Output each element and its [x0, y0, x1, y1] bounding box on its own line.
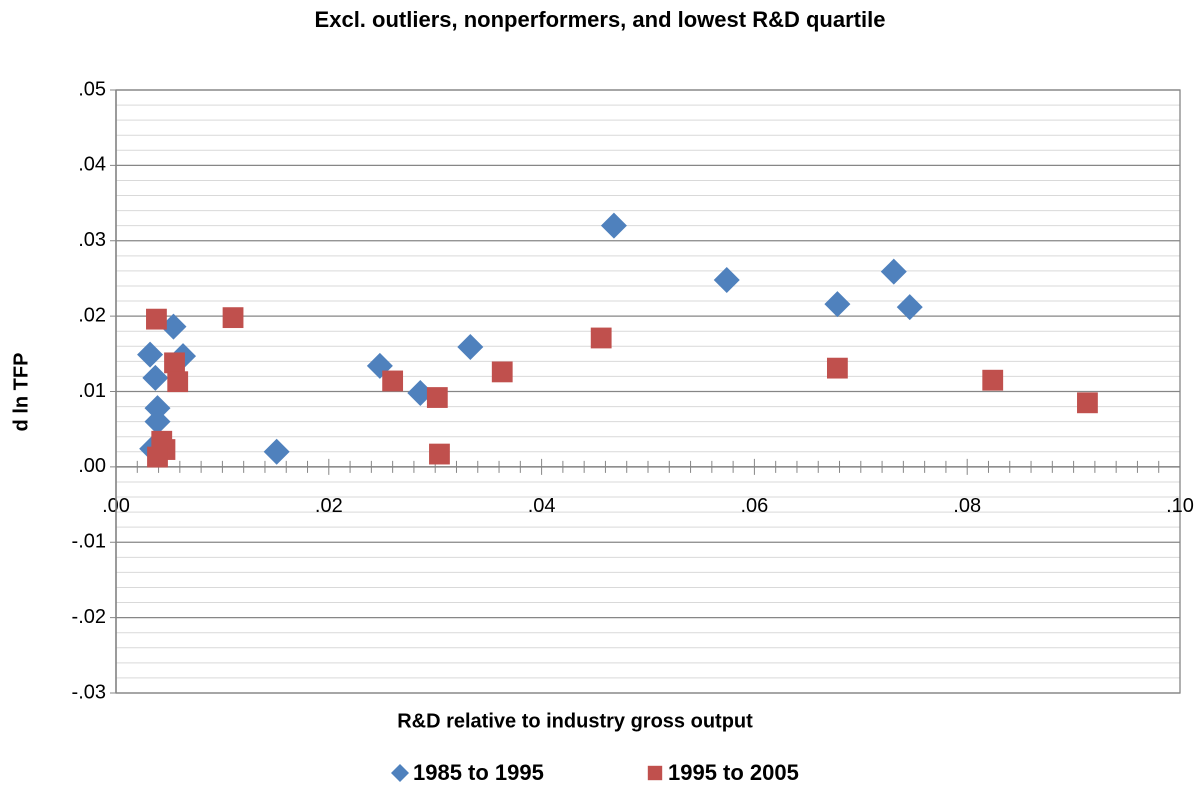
point: [144, 395, 171, 422]
point: [137, 341, 164, 368]
point: [590, 327, 612, 349]
point: [407, 380, 434, 407]
legend-marker: [647, 765, 663, 781]
point: [491, 361, 513, 383]
y-tick-label: .02: [78, 304, 106, 326]
y-tick-label: -.01: [72, 531, 106, 553]
point: [896, 294, 923, 321]
point: [142, 364, 169, 391]
chart-title: Excl. outliers, nonperformers, and lowes…: [315, 7, 886, 32]
y-tick-label: -.03: [72, 681, 106, 703]
point: [824, 291, 851, 318]
legend-label: 1985 to 1995: [413, 760, 544, 785]
point: [382, 370, 404, 392]
point: [222, 307, 244, 329]
point: [147, 446, 168, 468]
y-tick-label: .03: [78, 229, 106, 251]
y-tick-label: -.02: [72, 606, 106, 628]
point: [713, 266, 740, 293]
point: [167, 371, 189, 393]
point: [144, 408, 171, 435]
point: [426, 387, 448, 408]
point: [600, 212, 627, 239]
x-tick-label: .02: [315, 495, 343, 517]
y-tick-label: .00: [78, 455, 106, 477]
point: [263, 438, 290, 465]
point: [160, 313, 187, 340]
point: [982, 369, 1004, 391]
point: [457, 334, 484, 361]
point: [146, 308, 167, 330]
point: [880, 258, 907, 285]
y-tick-label: .01: [78, 380, 106, 402]
point: [164, 352, 185, 374]
y-tick-label: .04: [78, 154, 106, 176]
x-tick-label: .10: [1166, 495, 1194, 517]
y-axis-label: d ln TFP: [10, 353, 32, 432]
point: [826, 357, 848, 379]
x-tick-label: .06: [740, 495, 768, 517]
point: [429, 443, 450, 465]
x-axis-label: R&D relative to industry gross output: [397, 710, 753, 732]
y-tick-label: .05: [78, 78, 106, 100]
legend-marker: [391, 764, 409, 782]
x-tick-label: .04: [528, 495, 556, 517]
x-tick-label: .08: [953, 495, 981, 517]
point: [1077, 392, 1098, 414]
legend-label: 1995 to 2005: [668, 760, 799, 785]
